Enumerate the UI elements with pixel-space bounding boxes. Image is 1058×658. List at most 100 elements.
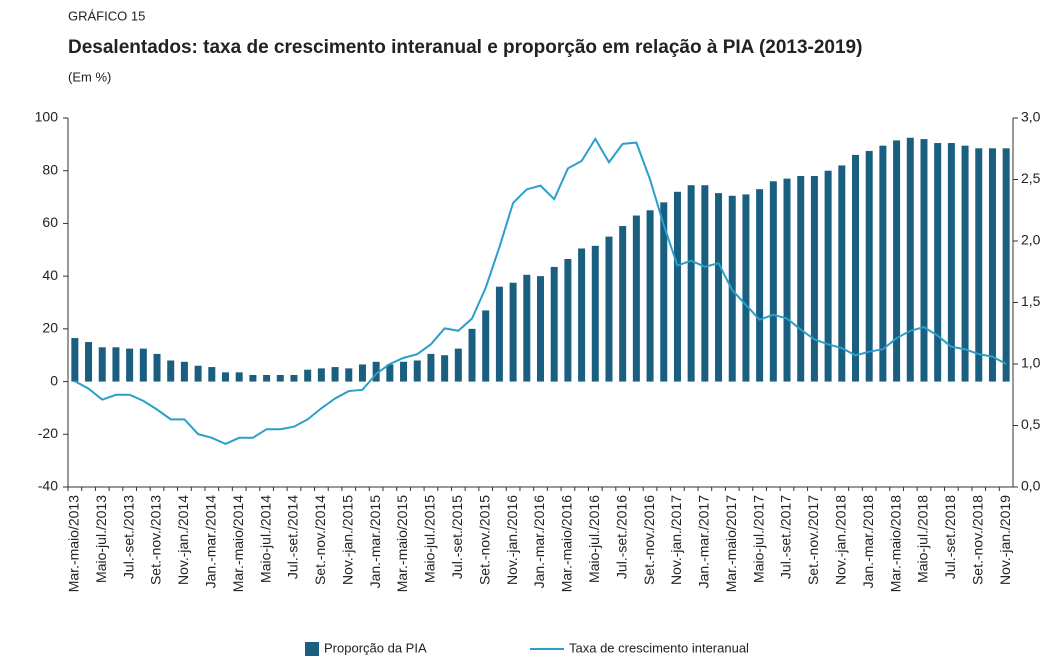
bar <box>605 236 613 382</box>
bar <box>167 360 175 382</box>
bar <box>756 189 764 382</box>
bar <box>920 139 928 382</box>
legend-label: Taxa de crescimento interanual <box>569 640 749 655</box>
y-tick-label: 40 <box>42 267 58 283</box>
x-tick-label: Set.-nov./2014 <box>312 495 328 585</box>
bar <box>852 154 859 382</box>
bar <box>810 175 818 382</box>
x-tick-label: Mar.-maio/2015 <box>394 495 410 592</box>
bar <box>660 202 668 382</box>
bar <box>632 215 640 382</box>
chart-title: Desalentados: taxa de crescimento intera… <box>68 37 862 58</box>
x-tick-label: Jan.-mar./2018 <box>860 495 876 589</box>
bar <box>906 137 914 382</box>
bar <box>1002 148 1010 382</box>
bar <box>126 348 134 382</box>
x-tick-label: Nov.-jan./2018 <box>833 495 849 585</box>
x-tick-label: Mar.-maio/2014 <box>230 495 246 592</box>
bar <box>646 210 654 382</box>
bar <box>783 178 791 382</box>
bar <box>454 348 462 382</box>
bar <box>427 353 435 382</box>
y2-tick-label: 3,0 <box>1021 109 1041 125</box>
x-tick-label: Set.-nov./2015 <box>476 495 492 585</box>
x-tick-label: Jul.-set./2013 <box>120 495 136 579</box>
bar <box>961 145 969 382</box>
bar <box>194 365 202 382</box>
bar <box>317 368 325 382</box>
legend-swatch <box>305 642 319 656</box>
bar <box>276 374 284 382</box>
x-tick-label: Jul.-set./2018 <box>942 495 958 579</box>
bar <box>537 276 544 382</box>
bar <box>358 364 366 382</box>
bar <box>947 143 955 382</box>
bar <box>304 369 312 382</box>
x-tick-label: Maio-jul./2015 <box>422 495 438 583</box>
y2-tick-label: 2,5 <box>1021 170 1041 186</box>
x-tick-label: Nov.-jan./2017 <box>668 495 684 585</box>
bar <box>372 361 380 382</box>
bar <box>386 364 394 382</box>
bar <box>742 194 750 382</box>
bar <box>290 374 298 382</box>
bar <box>413 360 421 382</box>
x-tick-label: Jan.-mar./2015 <box>367 495 383 589</box>
x-tick-label: Nov.-jan./2019 <box>997 495 1013 585</box>
y-tick-label: -40 <box>38 478 58 494</box>
bar <box>797 175 805 382</box>
x-tick-label: Nov.-jan./2016 <box>504 495 520 585</box>
bar <box>564 259 572 382</box>
bar <box>208 367 216 382</box>
bar <box>865 150 873 382</box>
y-tick-label: 100 <box>35 109 59 125</box>
bar <box>495 286 503 382</box>
bar <box>345 368 353 382</box>
x-tick-label: Jan.-mar./2014 <box>203 495 219 589</box>
x-tick-label: Nov.-jan./2015 <box>339 495 355 585</box>
bar <box>975 148 983 382</box>
y2-tick-label: 1,5 <box>1021 293 1041 309</box>
x-tick-label: Mar.-maio/2013 <box>66 495 82 592</box>
bar <box>619 226 627 382</box>
x-tick-label: Set.-nov./2018 <box>969 495 985 585</box>
x-tick-label: Jul.-set./2015 <box>449 495 465 579</box>
bar <box>441 355 449 382</box>
y2-tick-label: 0,5 <box>1021 416 1041 432</box>
bar <box>701 185 709 382</box>
bar <box>715 193 723 382</box>
y-tick-label: -20 <box>38 425 58 441</box>
y-tick-label: 80 <box>42 161 58 177</box>
bar <box>263 374 271 382</box>
bar <box>98 347 106 382</box>
bar <box>879 145 887 382</box>
y-tick-label: 20 <box>42 320 58 336</box>
x-tick-label: Mar.-maio/2018 <box>887 495 903 592</box>
chart-subtitle: (Em %) <box>68 69 111 84</box>
x-tick-label: Maio-jul./2018 <box>915 495 931 583</box>
bar <box>331 367 339 382</box>
x-tick-label: Maio-jul./2017 <box>750 495 766 583</box>
bar <box>687 185 695 382</box>
bar <box>400 361 408 382</box>
bar <box>838 165 846 382</box>
bar <box>249 374 257 382</box>
y2-tick-label: 1,0 <box>1021 355 1041 371</box>
bar <box>988 148 996 382</box>
x-tick-label: Maio-jul./2016 <box>586 495 602 583</box>
bar <box>153 353 161 382</box>
bar <box>769 181 777 382</box>
x-tick-label: Set.-nov./2017 <box>805 495 821 585</box>
x-tick-label: Set.-nov./2013 <box>148 495 164 585</box>
line <box>74 136 1007 446</box>
x-tick-label: Maio-jul./2013 <box>93 495 109 583</box>
y-tick-label: 0 <box>50 372 58 388</box>
bar <box>893 140 901 382</box>
x-tick-label: Mar.-maio/2016 <box>559 495 575 592</box>
bar <box>468 328 476 382</box>
bar <box>112 347 120 382</box>
bar <box>222 372 229 382</box>
x-tick-label: Jan.-mar./2017 <box>696 495 712 589</box>
x-tick-label: Maio-jul./2014 <box>257 495 273 583</box>
